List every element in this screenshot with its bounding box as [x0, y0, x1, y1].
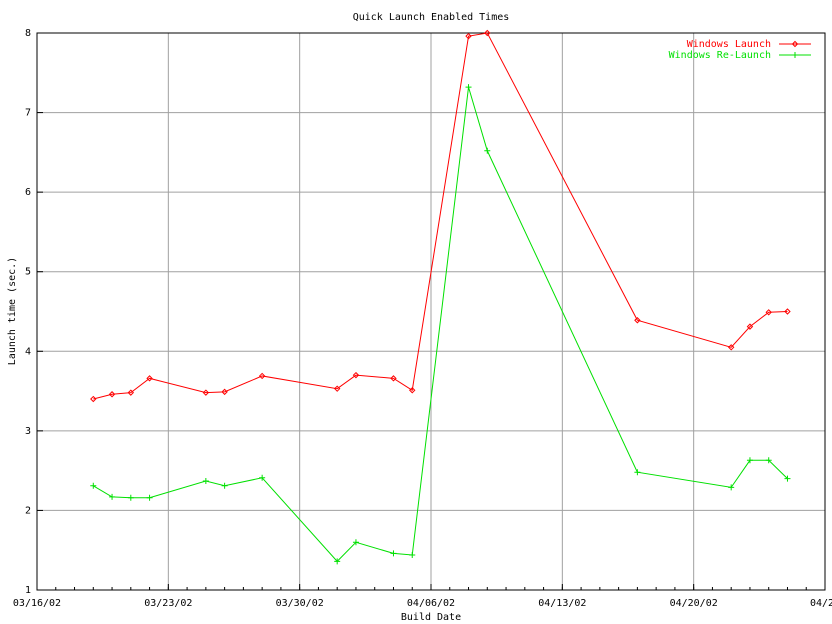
x-tick-label: 03/16/02 [13, 598, 61, 609]
legend-marker [792, 52, 798, 58]
data-point [108, 391, 116, 398]
data-point [258, 372, 266, 380]
x-tick-label: 03/23/02 [144, 598, 192, 609]
data-point [221, 482, 228, 489]
y-tick-label: 7 [25, 108, 31, 119]
y-tick-label: 3 [25, 426, 31, 437]
data-point [221, 388, 228, 396]
data-point [484, 147, 491, 154]
plot-border [36, 32, 826, 591]
data-point [765, 309, 772, 316]
data-point [634, 469, 641, 476]
data-point [765, 457, 772, 464]
x-tick-label: 04/27 [810, 598, 832, 609]
y-tick-label: 5 [25, 267, 31, 278]
x-tick-label: 04/20/02 [670, 598, 718, 609]
data-point [390, 550, 397, 557]
data-point [390, 375, 397, 382]
data-point [634, 317, 641, 324]
x-tick-label: 04/06/02 [407, 598, 455, 609]
legend-label: Windows Re-Launch [669, 50, 771, 61]
series-line [93, 32, 788, 400]
data-point [352, 371, 360, 379]
data-point [146, 375, 153, 382]
data-point [784, 475, 791, 482]
data-point [259, 474, 266, 481]
data-point [409, 551, 416, 558]
series-line [93, 86, 788, 563]
data-point [202, 389, 210, 396]
data-point [202, 477, 209, 484]
legend-label: Windows Launch [687, 39, 771, 50]
x-tick-label: 04/13/02 [538, 598, 586, 609]
data-point [90, 395, 97, 403]
data-point [727, 344, 735, 351]
x-tick-label: 03/30/02 [276, 598, 324, 609]
data-point [127, 494, 134, 501]
data-point [90, 482, 97, 489]
data-point [746, 457, 753, 464]
data-point [465, 32, 472, 40]
data-point [484, 29, 491, 37]
data-point [728, 484, 735, 491]
data-point [334, 558, 341, 565]
y-tick-label: 4 [25, 346, 31, 357]
data-point [409, 387, 416, 394]
y-axis-label: Launch time (sec.) [7, 257, 18, 365]
data-point [333, 385, 341, 392]
data-point [146, 494, 153, 501]
data-point [109, 493, 116, 500]
y-tick-label: 6 [25, 187, 31, 198]
y-tick-label: 2 [25, 505, 31, 516]
data-point [465, 84, 472, 91]
data-point [127, 389, 135, 396]
legend-marker [791, 40, 799, 48]
data-point [784, 308, 791, 315]
x-axis-label: Build Date [401, 612, 461, 623]
data-point [746, 323, 754, 330]
chart-title: Quick Launch Enabled Times [353, 12, 510, 23]
y-tick-label: 1 [25, 585, 31, 596]
y-tick-label: 8 [25, 28, 31, 39]
data-point [352, 539, 359, 546]
